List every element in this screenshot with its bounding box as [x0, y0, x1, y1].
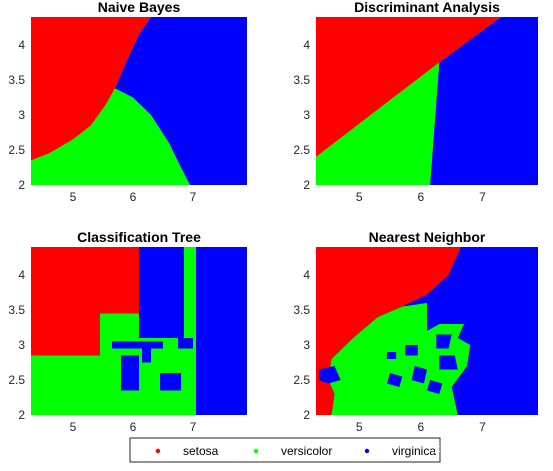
- legend-marker-virginica: [364, 448, 370, 454]
- decision-regions: [31, 17, 247, 185]
- chart-title: Naive Bayes: [98, 0, 181, 15]
- decision-regions: [316, 17, 538, 185]
- legend-box: [129, 437, 441, 463]
- legend-label-setosa: setosa: [183, 444, 219, 458]
- x-tick-label: 6: [417, 190, 424, 204]
- x-tick-label: 7: [479, 190, 486, 204]
- region-virginica: [427, 380, 443, 394]
- y-tick-label: 3.5: [8, 73, 25, 87]
- chart-panel-4: Nearest Neighbor 5 6 7 2 2.5 3 3.5 4: [293, 229, 538, 434]
- chart-title: Discriminant Analysis: [354, 0, 500, 15]
- x-tick-label: 5: [70, 420, 77, 434]
- y-tick-label: 2.5: [293, 373, 310, 387]
- region-virginica: [482, 310, 489, 331]
- x-tick-label: 6: [130, 190, 137, 204]
- y-tick-label: 3.5: [293, 303, 310, 317]
- chart-panel-3: Classification Tree 5 6 7 2 2.5 3 3.5 4: [8, 229, 247, 434]
- region-virginica: [196, 247, 247, 415]
- y-tick-label: 3: [18, 338, 25, 352]
- y-tick-label: 3: [303, 108, 310, 122]
- y-tick-label: 4: [303, 268, 310, 282]
- watermark: 知乎 @嘿我: [433, 440, 502, 456]
- region-virginica: [386, 352, 397, 359]
- legend: setosa versicolor virginica: [129, 437, 441, 463]
- region-setosa: [316, 17, 501, 157]
- chart-title: Classification Tree: [77, 229, 201, 245]
- region-virginica: [139, 247, 190, 338]
- region-virginica: [319, 366, 341, 384]
- decision-regions: [31, 247, 247, 415]
- region-virginica: [115, 17, 247, 185]
- legend-marker-setosa: [155, 448, 161, 454]
- region-setosa: [31, 17, 151, 161]
- region-virginica: [178, 338, 193, 349]
- region-virginica: [411, 366, 427, 384]
- y-tick-label: 2.5: [8, 373, 25, 387]
- y-tick-label: 3: [18, 108, 25, 122]
- decision-regions: [316, 247, 538, 415]
- region-versicolor: [184, 247, 192, 345]
- y-tick-label: 4: [18, 268, 25, 282]
- region-virginica: [121, 355, 139, 391]
- chart-panel-2: Discriminant Analysis 5 6 7 2 2.5 3 3.5 4: [293, 0, 538, 204]
- x-tick-label: 7: [190, 420, 197, 434]
- y-tick-label: 4: [18, 38, 25, 52]
- x-tick-label: 7: [479, 420, 486, 434]
- x-tick-label: 5: [356, 190, 363, 204]
- x-tick-label: 7: [190, 190, 197, 204]
- y-tick-label: 2: [18, 408, 25, 422]
- region-setosa: [100, 247, 139, 314]
- region-setosa: [316, 247, 461, 415]
- region-virginica: [142, 348, 151, 363]
- region-virginica: [430, 17, 538, 185]
- region-virginica: [386, 373, 403, 387]
- y-tick-label: 3.5: [293, 73, 310, 87]
- y-tick-label: 2.5: [8, 143, 25, 157]
- y-tick-label: 3.5: [8, 303, 25, 317]
- x-tick-label: 5: [356, 420, 363, 434]
- y-tick-label: 3: [303, 338, 310, 352]
- chart-title: Nearest Neighbor: [369, 229, 486, 245]
- chart-panel-1: Naive Bayes 5 6 7 2 2.5 3 3.5 4: [8, 0, 247, 204]
- y-tick-label: 2: [303, 408, 310, 422]
- legend-marker-versicolor: [253, 448, 259, 454]
- region-virginica: [439, 355, 458, 370]
- region-virginica: [112, 341, 163, 349]
- y-tick-label: 2: [18, 178, 25, 192]
- region-virginica: [464, 320, 477, 342]
- region-virginica: [405, 345, 418, 356]
- legend-label-versicolor: versicolor: [281, 444, 332, 458]
- x-tick-label: 6: [130, 420, 137, 434]
- x-tick-label: 5: [70, 190, 77, 204]
- y-tick-label: 4: [303, 38, 310, 52]
- region-versicolor: [316, 62, 440, 185]
- region-setosa: [31, 247, 100, 356]
- y-tick-label: 2: [303, 178, 310, 192]
- region-versicolor: [31, 88, 190, 185]
- region-virginica: [160, 373, 181, 391]
- y-tick-label: 2.5: [293, 143, 310, 157]
- region-virginica: [436, 334, 452, 349]
- x-tick-label: 6: [417, 420, 424, 434]
- legend-label-virginica: virginica: [392, 444, 436, 458]
